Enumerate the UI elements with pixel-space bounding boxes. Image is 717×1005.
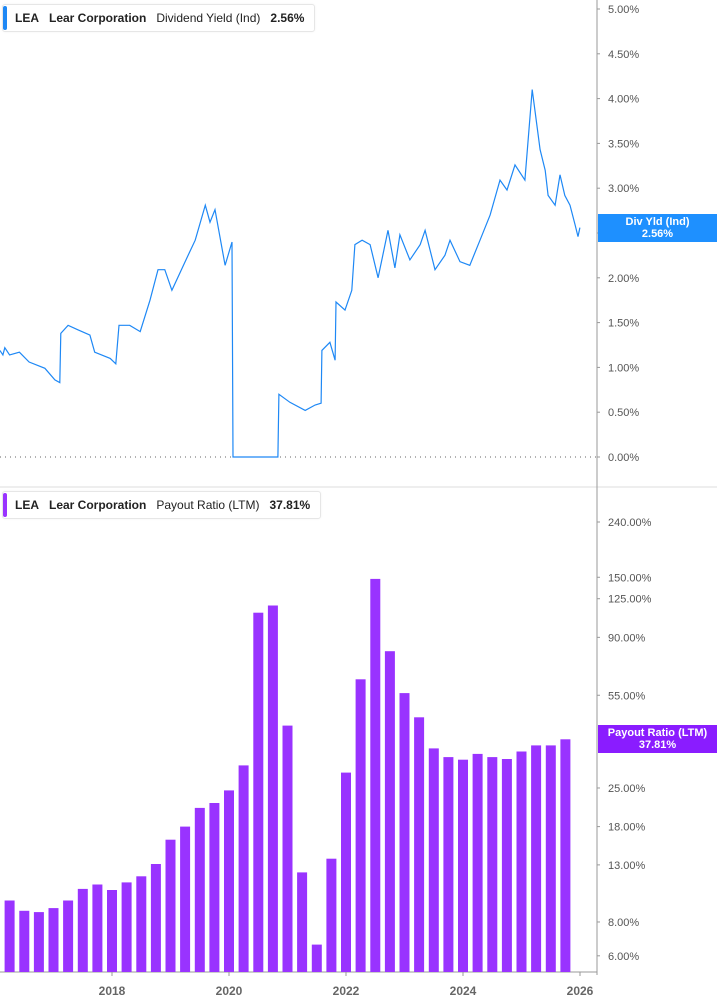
payout-bar — [48, 908, 59, 972]
payout-bar — [150, 864, 161, 972]
payout-ratio-price-tag: Payout Ratio (LTM) 37.81% — [598, 725, 717, 753]
div-yield-price-tag: Div Yld (Ind) 2.56% — [598, 214, 717, 242]
y-tick-label: 13.00% — [608, 860, 646, 872]
y-tick-label: 3.00% — [608, 183, 639, 195]
legend-metric: Dividend Yield (Ind) — [156, 11, 261, 25]
tag-label: Payout Ratio (LTM) — [607, 727, 708, 739]
payout-bar — [92, 884, 103, 972]
payout-bar — [4, 900, 15, 972]
payout-bar — [531, 745, 542, 972]
payout-bar — [238, 765, 249, 972]
y-tick-label: 55.00% — [608, 690, 646, 702]
payout-bar — [545, 745, 556, 972]
payout-bar — [399, 693, 410, 972]
legend-metric: Payout Ratio (LTM) — [156, 498, 260, 512]
tag-value: 2.56% — [641, 228, 674, 240]
x-tick-label: 2026 — [567, 984, 594, 998]
y-tick-label: 90.00% — [608, 632, 646, 644]
series-color-swatch — [3, 6, 7, 30]
payout-bar — [253, 612, 264, 972]
payout-bar — [107, 890, 117, 972]
payout-bar — [63, 900, 74, 972]
y-tick-label: 18.00% — [608, 822, 646, 834]
y-tick-label: 1.00% — [608, 362, 639, 374]
y-tick-label: 25.00% — [608, 783, 646, 795]
bottom-legend[interactable]: LEA Lear Corporation Payout Ratio (LTM) … — [2, 491, 322, 519]
x-tick-label: 2020 — [216, 984, 243, 998]
payout-bar — [224, 790, 234, 972]
payout-bar — [487, 757, 498, 972]
payout-bar — [19, 910, 30, 972]
y-tick-label: 8.00% — [608, 917, 639, 929]
legend-company: Lear Corporation — [49, 11, 147, 25]
payout-bar — [121, 882, 132, 972]
x-tick-label: 2018 — [99, 984, 126, 998]
legend-value: 37.81% — [269, 498, 311, 512]
y-tick-label: 6.00% — [608, 951, 639, 963]
payout-bar — [311, 944, 322, 972]
top-legend[interactable]: LEA Lear Corporation Dividend Yield (Ind… — [2, 4, 316, 32]
payout-bar — [501, 759, 512, 972]
payout-bar — [443, 757, 454, 972]
y-tick-label: 4.00% — [608, 94, 639, 106]
x-tick-label: 2024 — [450, 984, 477, 998]
legend-ticker: LEA — [15, 11, 39, 25]
payout-bar — [267, 605, 278, 972]
payout-bar — [384, 651, 395, 972]
y-tick-label: 0.50% — [608, 407, 639, 419]
x-tick-label: 2022 — [333, 984, 360, 998]
y-tick-label: 125.00% — [608, 594, 652, 606]
tag-label: Div Yld (Ind) — [625, 216, 690, 228]
tag-value: 37.81% — [638, 739, 677, 751]
y-tick-label: 0.00% — [608, 452, 639, 464]
y-tick-label: 1.50% — [608, 318, 639, 330]
payout-bar — [136, 876, 147, 972]
y-tick-label: 150.00% — [608, 572, 652, 584]
payout-bar — [194, 807, 205, 972]
payout-bar — [414, 717, 425, 972]
payout-bar — [428, 748, 439, 972]
payout-bar — [33, 912, 44, 972]
series-color-swatch — [3, 493, 7, 517]
y-tick-label: 3.50% — [608, 138, 639, 150]
dividend-yield-line — [0, 89, 581, 458]
payout-bar — [209, 803, 220, 972]
payout-bar — [297, 872, 308, 972]
payout-bar — [165, 839, 176, 972]
legend-company: Lear Corporation — [49, 498, 147, 512]
y-tick-label: 240.00% — [608, 517, 652, 529]
legend-value: 2.56% — [270, 11, 305, 25]
legend-ticker: LEA — [15, 498, 39, 512]
payout-bar — [370, 578, 381, 972]
payout-bar — [560, 739, 571, 972]
payout-bar — [77, 888, 88, 972]
payout-bar — [341, 772, 351, 972]
payout-bar — [326, 858, 337, 972]
payout-bar — [180, 826, 191, 972]
payout-bar — [472, 753, 483, 972]
payout-bar — [282, 725, 293, 972]
y-tick-label: 2.00% — [608, 273, 639, 285]
payout-bar — [355, 679, 366, 972]
y-tick-label: 5.00% — [608, 4, 639, 16]
y-tick-label: 4.50% — [608, 49, 639, 61]
payout-bar — [458, 759, 468, 972]
payout-bar — [516, 751, 527, 972]
